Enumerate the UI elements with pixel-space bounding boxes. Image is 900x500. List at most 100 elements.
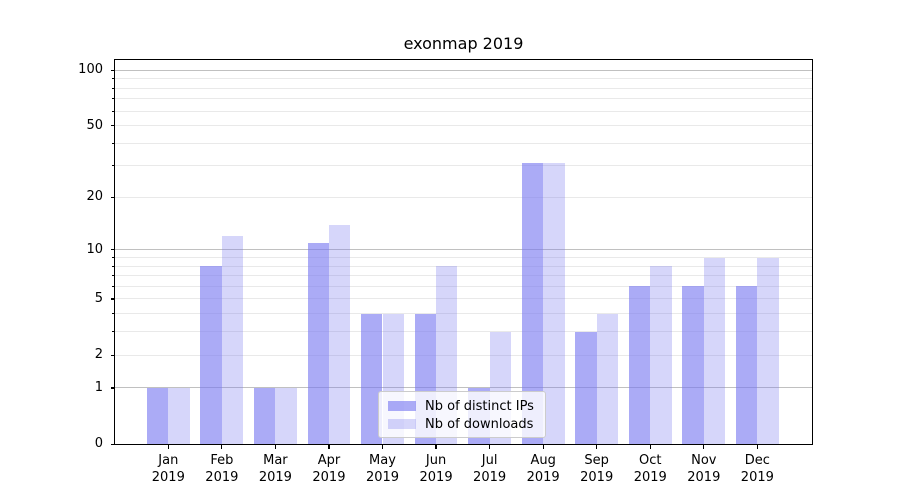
y-tick-label-1: 1 [94,379,103,395]
x-tick-mark-oct [649,444,651,449]
minor-gridline-3 [115,331,812,333]
y-tick-label-2: 2 [94,347,103,362]
minor-gridline-5 [115,298,812,300]
minor-gridline-60 [115,110,812,112]
chart-title: exonmap 2019 [403,34,524,53]
major-gridline-10 [115,249,812,251]
minor-gridline-8 [115,265,812,267]
x-tick-label-jul: Jul 2019 [473,453,507,485]
major-gridline-100 [115,69,812,71]
minor-gridline-50 [115,125,812,126]
minor-gridline-30 [115,165,812,167]
bar-may-distinct-ips [361,313,383,444]
x-tick-mark-feb [221,444,223,449]
x-tick-label-sep: Sep 2019 [580,453,614,485]
y-tick-label-0: 0 [94,436,103,451]
bar-aug-distinct-ips [521,163,544,444]
minor-gridline-80 [115,87,812,89]
bar-aug-downloads [543,163,565,444]
x-tick-label-dec: Dec 2019 [740,453,774,485]
y-minor-tick-mark-20 [112,196,115,198]
y-minor-tick-mark-30 [112,165,115,167]
legend-item-downloads: Nb of downloads [388,416,536,432]
x-tick-mark-apr [328,444,330,449]
legend: Nb of distinct IPs Nb of downloads [378,391,546,438]
bar-nov-distinct-ips [682,286,704,444]
legend-swatch-distinct-ips-icon [388,401,416,411]
x-tick-mark-sep [596,444,598,449]
bar-mar-downloads [275,387,297,444]
y-tick-mark-100 [110,69,115,71]
minor-gridline-7 [115,275,812,277]
y-minor-tick-mark-9 [112,256,115,258]
legend-label-distinct-ips: Nb of distinct IPs [425,398,534,414]
bar-sep-distinct-ips [575,331,597,444]
y-minor-tick-mark-2 [112,354,115,356]
y-minor-tick-mark-6 [112,285,115,287]
x-tick-label-apr: Apr 2019 [312,453,346,485]
minor-gridline-9 [115,256,812,258]
minor-gridline-4 [115,313,812,315]
x-tick-mark-dec [756,444,758,449]
y-minor-tick-mark-7 [112,275,115,277]
minor-gridline-6 [115,285,812,287]
y-tick-label-100: 100 [78,62,103,78]
y-tick-mark-1 [110,387,115,389]
y-tick-label-5: 5 [94,290,103,306]
y-minor-tick-mark-90 [112,78,115,80]
minor-gridline-70 [115,98,812,100]
x-tick-mark-mar [274,444,276,449]
bar-sep-downloads [596,313,619,444]
x-tick-label-nov: Nov 2019 [687,453,721,485]
legend-label-downloads: Nb of downloads [425,416,534,432]
x-tick-mark-jun [435,444,437,449]
y-tick-label-50: 50 [86,117,103,133]
x-tick-mark-nov [703,444,705,449]
minor-gridline-20 [115,196,812,198]
x-tick-label-aug: Aug 2019 [526,453,560,485]
y-minor-tick-mark-50 [112,125,115,126]
legend-swatch-downloads-icon [388,419,416,429]
y-minor-tick-mark-3 [112,331,115,333]
x-tick-label-jan: Jan 2019 [151,453,185,485]
y-tick-mark-0 [110,443,115,445]
bar-nov-downloads [703,257,726,444]
major-gridline-1 [115,387,812,389]
y-minor-tick-mark-70 [112,98,115,100]
bar-oct-distinct-ips [628,286,651,444]
y-minor-tick-mark-60 [112,110,115,112]
y-minor-tick-mark-4 [112,313,115,315]
x-tick-mark-jan [167,444,169,449]
y-minor-tick-mark-5 [112,298,115,300]
minor-gridline-40 [115,142,812,144]
y-minor-tick-mark-40 [112,142,115,144]
bar-jan-distinct-ips [146,387,169,444]
bar-feb-distinct-ips [200,266,222,444]
plot-area [114,59,813,445]
legend-item-distinct-ips: Nb of distinct IPs [388,398,536,414]
x-tick-mark-may [381,444,384,449]
bar-dec-distinct-ips [735,286,758,444]
y-tick-mark-10 [110,249,115,251]
bar-oct-downloads [650,266,672,444]
minor-gridline-2 [115,354,812,356]
y-minor-tick-mark-80 [112,87,115,89]
y-minor-tick-mark-8 [112,265,115,267]
bar-feb-downloads [221,236,244,444]
x-tick-mark-jul [489,444,491,449]
minor-gridline-90 [115,78,812,80]
bar-mar-distinct-ips [254,387,276,444]
x-tick-label-jun: Jun 2019 [419,453,453,485]
bar-apr-distinct-ips [307,242,329,444]
x-tick-label-feb: Feb 2019 [205,453,239,485]
bar-dec-downloads [757,257,779,444]
y-tick-label-10: 10 [86,241,103,257]
x-tick-label-mar: Mar 2019 [258,453,292,485]
x-tick-mark-aug [542,444,544,449]
x-tick-label-oct: Oct 2019 [633,453,667,485]
bar-jan-downloads [168,387,190,444]
bar-apr-downloads [328,224,351,444]
x-tick-label-may: May 2019 [365,453,400,485]
y-tick-label-20: 20 [86,189,103,205]
